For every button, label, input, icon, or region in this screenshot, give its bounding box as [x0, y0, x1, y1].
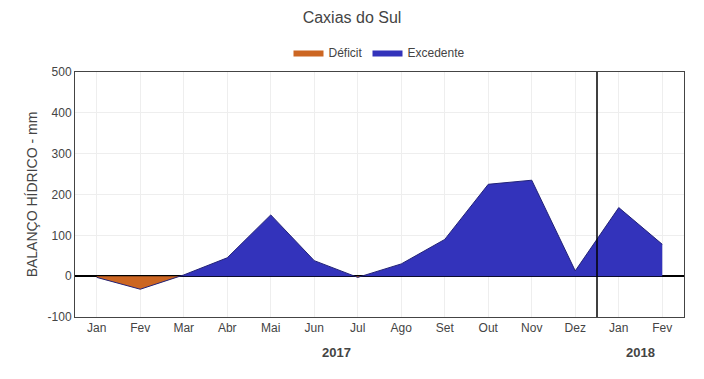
svg-text:Nov: Nov [521, 321, 542, 335]
svg-text:2017: 2017 [322, 345, 351, 360]
svg-text:Mar: Mar [173, 321, 194, 335]
svg-text:Excedente: Excedente [408, 46, 465, 60]
svg-text:Out: Out [479, 321, 499, 335]
svg-text:-100: -100 [48, 310, 72, 324]
svg-text:Ago: Ago [391, 321, 413, 335]
svg-text:Jul: Jul [350, 321, 365, 335]
svg-text:BALANÇO HÍDRICO - mm: BALANÇO HÍDRICO - mm [24, 112, 40, 278]
svg-text:500: 500 [52, 65, 72, 79]
svg-text:2018: 2018 [626, 345, 655, 360]
svg-text:300: 300 [52, 147, 72, 161]
svg-text:Jan: Jan [87, 321, 106, 335]
svg-text:Jun: Jun [305, 321, 324, 335]
svg-text:Dez: Dez [565, 321, 586, 335]
svg-text:Fev: Fev [130, 321, 150, 335]
svg-text:100: 100 [52, 229, 72, 243]
svg-text:Déficit: Déficit [329, 46, 363, 60]
svg-text:0: 0 [65, 269, 72, 283]
svg-text:Set: Set [436, 321, 455, 335]
svg-text:200: 200 [52, 188, 72, 202]
svg-text:400: 400 [52, 106, 72, 120]
svg-text:Jan: Jan [609, 321, 628, 335]
svg-text:Caxias do Sul: Caxias do Sul [303, 9, 402, 26]
svg-text:Abr: Abr [218, 321, 237, 335]
svg-text:Mai: Mai [261, 321, 280, 335]
svg-text:Fev: Fev [652, 321, 672, 335]
